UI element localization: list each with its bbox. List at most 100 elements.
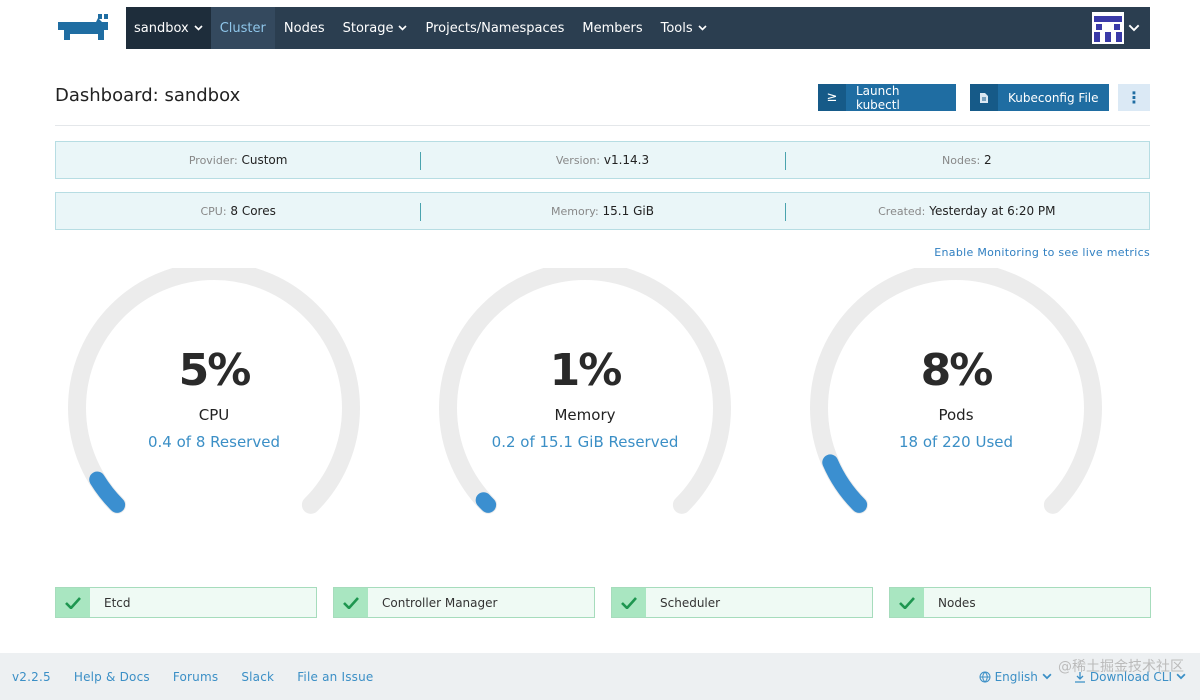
forums-link[interactable]: Forums — [172, 669, 219, 684]
gauge-subtext: 18 of 220 Used — [898, 433, 1014, 451]
component-status-nodes: Nodes — [889, 587, 1151, 618]
rancher-logo-icon[interactable] — [54, 12, 116, 46]
memory-gauge: 1% Memory 0.2 of 15.1 GiB Reserved — [435, 268, 735, 538]
watermark-text: @稀土掘金技术社区 — [1058, 659, 1184, 675]
info-version: Version: v1.14.3 — [420, 152, 784, 170]
file-icon — [970, 84, 998, 111]
gauge-fill — [475, 492, 497, 513]
info-key: CPU: — [200, 205, 227, 218]
globe-icon — [979, 671, 991, 683]
check-icon — [890, 588, 924, 617]
nav-nodes-label: Nodes — [283, 20, 325, 36]
gauge-arc — [439, 268, 731, 514]
header-divider — [55, 125, 1150, 126]
nav-members[interactable]: Members — [573, 7, 651, 49]
gauge-fill — [822, 454, 868, 513]
check-icon — [334, 588, 368, 617]
chevron-down-icon — [1176, 673, 1186, 680]
gauge-track — [810, 268, 1102, 514]
cluster-info-row-2: CPU: 8 Cores Memory: 15.1 GiB Created: Y… — [55, 192, 1150, 230]
gauge-label: Memory — [554, 406, 616, 424]
launch-kubectl-label: Launch kubectl — [855, 83, 900, 112]
nav-cluster[interactable]: Cluster — [210, 7, 275, 49]
cluster-selector[interactable]: sandbox — [126, 7, 211, 49]
language-selector[interactable]: English — [979, 670, 1056, 684]
nav-tools-label: Tools — [660, 20, 693, 36]
gauge-track — [439, 268, 731, 514]
launch-kubectl-button[interactable]: ≥ Launch kubectl — [818, 83, 956, 112]
gauge-subtext: 0.2 of 15.1 GiB Reserved — [491, 433, 679, 451]
top-navbar: sandbox Cluster Nodes Storage Projects/N… — [126, 7, 1150, 49]
gauge-percent: 8% — [920, 345, 994, 396]
component-status-controller-manager: Controller Manager — [333, 587, 595, 618]
info-value: v1.14.3 — [603, 153, 650, 167]
download-cli-selector[interactable]: Download CLI — [1074, 670, 1190, 684]
page-title: Dashboard: sandbox — [55, 85, 241, 106]
nav-members-label: Members — [582, 20, 643, 36]
gauge-fill — [89, 471, 126, 513]
component-name: Scheduler — [660, 595, 721, 610]
info-memory: Memory: 15.1 GiB — [420, 203, 784, 221]
nav-storage[interactable]: Storage — [334, 7, 417, 49]
chevron-down-icon — [398, 25, 408, 31]
nav-projects-namespaces[interactable]: Projects/Namespaces — [416, 7, 573, 49]
info-value: Yesterday at 6:20 PM — [929, 204, 1056, 218]
enable-monitoring-link[interactable]: Enable Monitoring to see live metrics — [934, 246, 1150, 259]
nav-storage-label: Storage — [342, 20, 394, 36]
gauge-subtext: 0.4 of 8 Reserved — [148, 433, 280, 451]
file-issue-link[interactable]: File an Issue — [297, 669, 374, 684]
chevron-down-icon — [194, 25, 203, 31]
info-value: 8 Cores — [230, 204, 276, 218]
info-cpu: CPU: 8 Cores — [56, 204, 420, 218]
pods-gauge: 8% Pods 18 of 220 Used — [806, 268, 1106, 538]
version-link[interactable]: v2.2.5 — [12, 669, 51, 684]
footer-links: v2.2.5 Help & Docs Forums Slack File an … — [0, 670, 397, 684]
gauge-arc — [68, 268, 360, 514]
gauge-percent: 5% — [178, 345, 252, 396]
component-name: Controller Manager — [382, 595, 498, 610]
gauge-percent: 1% — [549, 345, 623, 396]
vertical-ellipsis-icon: ⋮ — [1126, 88, 1142, 107]
download-cli-label: Download CLI — [1089, 669, 1172, 684]
download-icon — [1074, 671, 1085, 683]
info-nodes: Nodes: 2 — [784, 152, 1149, 170]
cluster-selector-label: sandbox — [134, 20, 189, 36]
info-value: Custom — [241, 153, 288, 167]
slack-link[interactable]: Slack — [241, 669, 275, 684]
nav-tools[interactable]: Tools — [652, 7, 716, 49]
info-value: 15.1 GiB — [602, 204, 654, 218]
language-label: English — [994, 669, 1038, 684]
footer-right: English Download CLI — [961, 670, 1200, 684]
cluster-info-row-1: Provider: Custom Version: v1.14.3 Nodes:… — [55, 141, 1150, 179]
kubeconfig-file-button[interactable]: Kubeconfig File — [970, 84, 1109, 111]
chevron-down-icon — [698, 25, 707, 31]
cpu-gauge: 5% CPU 0.4 of 8 Reserved — [64, 268, 364, 538]
user-menu[interactable] — [1092, 12, 1150, 44]
kubeconfig-file-label: Kubeconfig File — [1008, 90, 1099, 105]
check-icon — [56, 588, 90, 617]
gauge-track — [68, 268, 360, 514]
chevron-down-icon — [1042, 673, 1052, 680]
component-status-etcd: Etcd — [55, 587, 317, 618]
nav-cluster-label: Cluster — [219, 20, 266, 36]
nav-projects-label: Projects/Namespaces — [425, 20, 565, 36]
info-value: 2 — [983, 153, 992, 167]
gauge-arc — [810, 268, 1102, 514]
component-status-scheduler: Scheduler — [611, 587, 873, 618]
component-name: Etcd — [104, 595, 131, 610]
terminal-icon: ≥ — [818, 84, 846, 111]
component-name: Nodes — [938, 595, 976, 610]
check-icon — [612, 588, 646, 617]
chevron-down-icon — [1128, 24, 1140, 32]
footer: v2.2.5 Help & Docs Forums Slack File an … — [0, 653, 1200, 700]
help-docs-link[interactable]: Help & Docs — [73, 669, 150, 684]
gauge-label: CPU — [198, 406, 230, 424]
user-avatar-icon — [1092, 12, 1124, 44]
gauge-label: Pods — [938, 406, 974, 424]
info-provider: Provider: Custom — [56, 153, 420, 167]
info-key: Memory: — [551, 205, 599, 218]
info-key: Created: — [878, 205, 926, 218]
more-actions-button[interactable]: ⋮ — [1118, 84, 1150, 111]
info-key: Nodes: — [942, 154, 981, 167]
nav-nodes[interactable]: Nodes — [275, 7, 334, 49]
